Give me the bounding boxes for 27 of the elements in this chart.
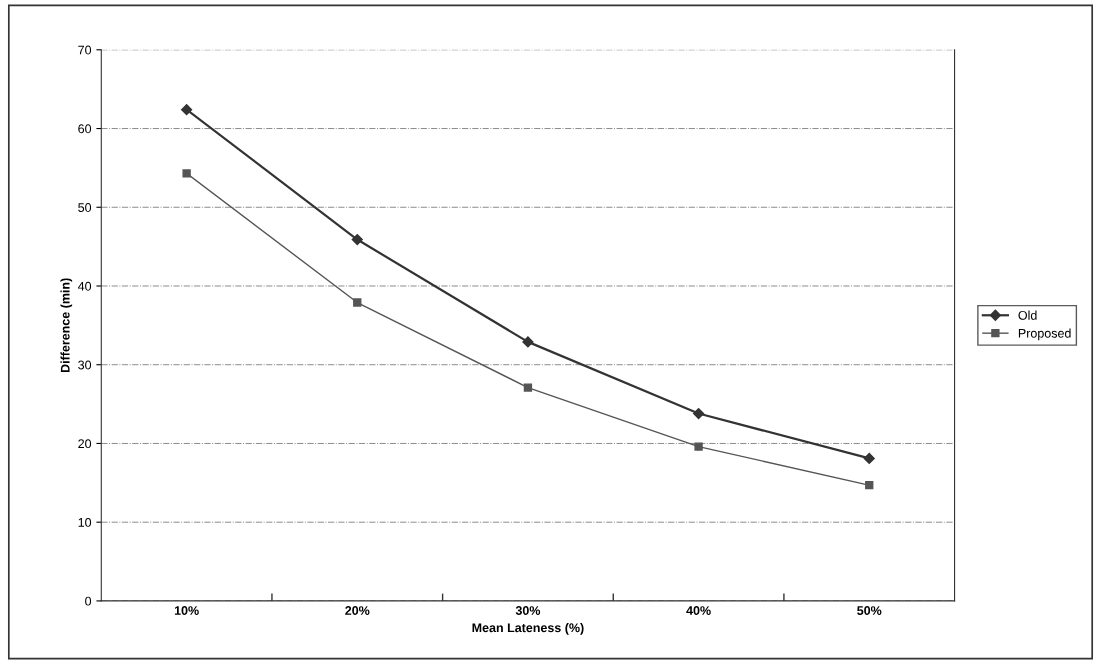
point — [865, 481, 874, 490]
y-tick-label: 60 — [78, 124, 92, 134]
x-tick-label: 20% — [345, 606, 370, 615]
point — [692, 407, 705, 420]
point — [863, 452, 875, 465]
x-axis-title: Mean Lateness (%) — [472, 622, 584, 635]
point — [694, 442, 703, 451]
point — [181, 104, 193, 116]
point — [182, 169, 191, 178]
point — [523, 383, 533, 392]
y-axis-title: Difference (min) — [60, 278, 73, 373]
x-tick-label: 30% — [515, 606, 541, 615]
y-tick-label: 40 — [77, 281, 92, 291]
y-tick-label: 20 — [78, 439, 92, 449]
x-tick-label: 40% — [686, 606, 711, 615]
point — [351, 233, 363, 246]
y-tick-label: 10 — [78, 517, 92, 527]
legend-label: Proposed — [1018, 328, 1071, 341]
point — [353, 298, 362, 307]
legend-label: Old — [1018, 310, 1037, 320]
y-tick-label: 50 — [78, 203, 92, 212]
x-tick-label: 10% — [174, 606, 199, 615]
x-tick-label: 50% — [857, 606, 882, 615]
y-tick-label: 0 — [85, 596, 92, 606]
point — [522, 336, 534, 348]
y-tick-label: 30 — [78, 360, 92, 370]
y-tick-label: 70 — [78, 45, 92, 55]
